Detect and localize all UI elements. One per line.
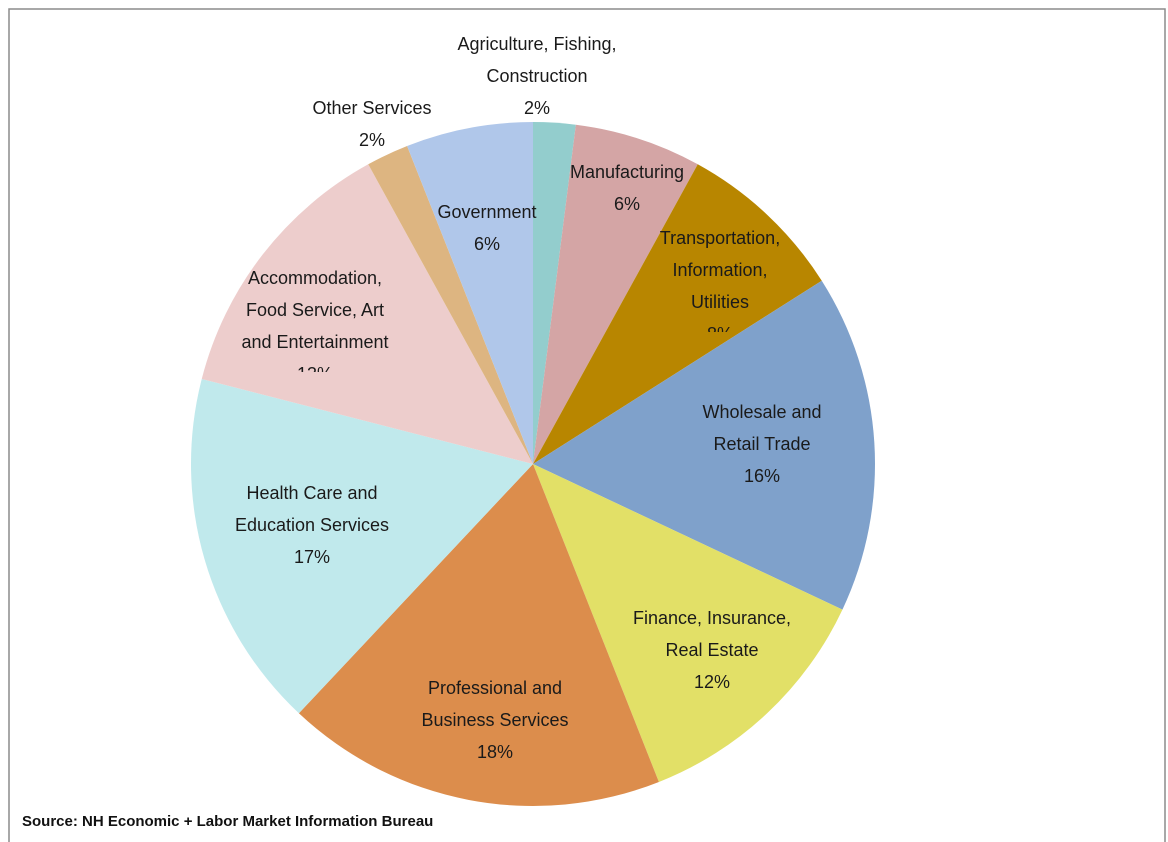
frame bbox=[8, 8, 1166, 842]
label-box: Transportation, Information, Utilities 8% bbox=[645, 222, 795, 332]
label-box: Accommodation, Food Service, Art and Ent… bbox=[230, 262, 400, 372]
source-note: Source: NH Economic + Labor Market Infor… bbox=[22, 813, 433, 830]
pie-slice bbox=[368, 146, 533, 464]
slice-label: Agriculture, Fishing, Construction 2% bbox=[422, 28, 652, 124]
slice-label: Other Services 2% bbox=[292, 92, 452, 156]
value-label: 8% bbox=[645, 318, 795, 332]
category-label: Finance, Insurance, Real Estate bbox=[632, 608, 792, 660]
slice-label: Government 6% bbox=[407, 196, 567, 260]
slice-label: Professional and Business Services 18% bbox=[405, 672, 585, 768]
slice-label: Manufacturing 6% bbox=[547, 156, 707, 220]
value-label: 2% bbox=[358, 130, 385, 150]
pie-slice bbox=[533, 164, 822, 465]
category-label: Manufacturing bbox=[569, 162, 685, 182]
pie-slice bbox=[533, 122, 576, 464]
category-label: Other Services bbox=[312, 98, 432, 118]
slice-label: Accommodation, Food Service, Art and Ent… bbox=[230, 262, 400, 372]
category-label: Agriculture, Fishing, Construction bbox=[457, 34, 617, 86]
value-label: 18% bbox=[476, 742, 514, 762]
label-box: Health Care and Education Services 17% bbox=[217, 477, 407, 573]
pie-slice bbox=[407, 122, 533, 464]
pie-slice bbox=[201, 164, 533, 465]
label-box: Government 6% bbox=[407, 196, 567, 260]
value-label: 16% bbox=[743, 466, 781, 486]
category-label: Accommodation, Food Service, Art and Ent… bbox=[241, 268, 389, 352]
pie-slice bbox=[533, 464, 843, 782]
label-box: Agriculture, Fishing, Construction 2% bbox=[422, 28, 652, 124]
label-box: Manufacturing 6% bbox=[547, 156, 707, 220]
slice-label: Finance, Insurance, Real Estate 12% bbox=[617, 602, 807, 698]
slice-label: Transportation, Information, Utilities 8% bbox=[645, 222, 795, 332]
value-label: 17% bbox=[293, 547, 331, 567]
category-label: Government bbox=[437, 202, 537, 222]
pie-slice bbox=[298, 464, 659, 806]
label-box: Wholesale and Retail Trade 16% bbox=[687, 396, 837, 492]
value-label: 6% bbox=[613, 194, 640, 214]
label-box: Other Services 2% bbox=[292, 92, 452, 156]
value-label: 6% bbox=[473, 234, 500, 254]
category-label: Health Care and Education Services bbox=[234, 483, 390, 535]
pie-slice bbox=[191, 378, 533, 714]
category-label: Transportation, Information, Utilities bbox=[659, 228, 781, 312]
label-box: Professional and Business Services 18% bbox=[405, 672, 585, 768]
label-box: Finance, Insurance, Real Estate 12% bbox=[617, 602, 807, 698]
pie-slice bbox=[533, 280, 875, 610]
pie-slice bbox=[533, 124, 698, 464]
value-label: 12% bbox=[693, 672, 731, 692]
slice-label: Health Care and Education Services 17% bbox=[217, 477, 407, 573]
category-label: Wholesale and Retail Trade bbox=[702, 402, 822, 454]
category-label: Professional and Business Services bbox=[421, 678, 569, 730]
value-label: 2% bbox=[523, 98, 550, 118]
value-label: 13% bbox=[230, 358, 400, 372]
slice-label: Wholesale and Retail Trade 16% bbox=[687, 396, 837, 492]
